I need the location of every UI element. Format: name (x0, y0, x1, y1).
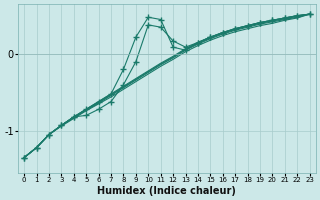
X-axis label: Humidex (Indice chaleur): Humidex (Indice chaleur) (98, 186, 236, 196)
